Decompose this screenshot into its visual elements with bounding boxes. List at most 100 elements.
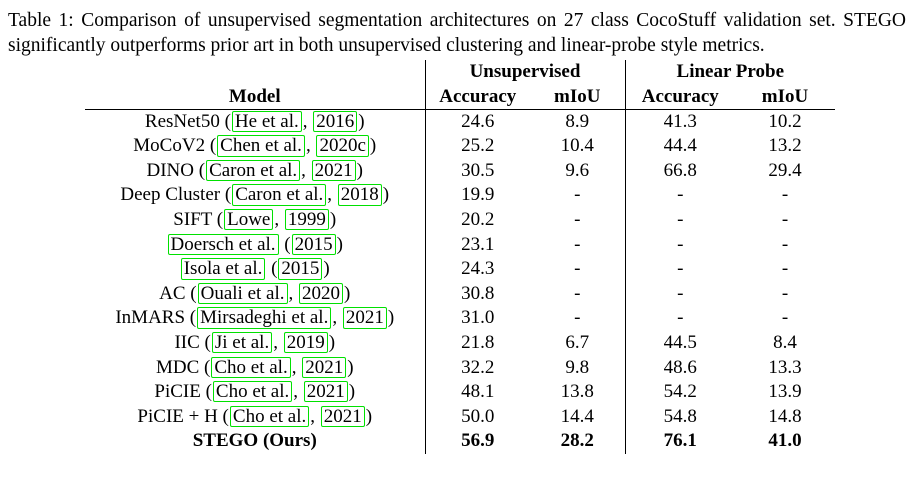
- citation-link[interactable]: Doersch et al.: [167, 233, 279, 255]
- model-cell: InMARS (Mirsadeghi et al., 2021): [85, 306, 425, 331]
- model-text: ): [365, 405, 373, 427]
- value-cell: -: [781, 208, 789, 230]
- model-text: ): [356, 159, 363, 181]
- table-row: PiCIE (Cho et al., 2021) 48.1 13.8 54.2 13.9: [85, 379, 835, 405]
- citation-link[interactable]: 2020: [299, 282, 344, 305]
- citation-link[interactable]: Chen et al.: [217, 135, 305, 157]
- value-cell: 30.8: [424, 281, 530, 306]
- table-row: Doersch et al. (2015) 23.1- - -: [85, 232, 835, 257]
- model-text: ,: [327, 184, 337, 206]
- citation-link[interactable]: 2015: [278, 258, 323, 280]
- value-cell: 44.4: [624, 133, 736, 159]
- value-cell: 10.2: [768, 110, 802, 132]
- citation-link[interactable]: Ouali et al.: [197, 282, 288, 305]
- value-cell: 6.7: [565, 331, 590, 353]
- citation-link[interactable]: Mirsadeghi et al.: [197, 307, 332, 329]
- citation-link[interactable]: Cho et al.: [211, 356, 291, 378]
- citation-link[interactable]: Cho et al.: [212, 381, 293, 403]
- model-text: ,: [273, 331, 283, 353]
- value-cell: -: [624, 305, 736, 331]
- citation-link[interactable]: 2020c: [316, 135, 369, 157]
- model-text: ): [328, 331, 336, 353]
- value-cell: -: [624, 256, 736, 282]
- model-text: ): [344, 282, 351, 304]
- citation-link[interactable]: 2015: [291, 233, 336, 255]
- value-cell: -: [574, 258, 581, 280]
- citation-link[interactable]: Caron et al.: [232, 184, 327, 206]
- table-row: STEGO (Ours) 56.9 28.2 76.1 41.0: [85, 428, 835, 454]
- model-cell: STEGO (Ours): [85, 429, 425, 454]
- citation-link[interactable]: 2016: [313, 110, 358, 133]
- citation-link[interactable]: Cho et al.: [229, 405, 310, 428]
- table-row: PiCIE + H (Cho et al., 2021) 50.0 14.4 54.8…: [85, 404, 835, 429]
- model-text: PiCIE (: [154, 381, 212, 403]
- model-text: MoCoV2 (: [133, 135, 217, 157]
- model-cell: IIC (Ji et al., 2019): [85, 331, 425, 356]
- results-table: Unsupervised Linear Probe Model Accuracy…: [85, 60, 836, 454]
- value-cell: 44.5: [624, 330, 736, 356]
- citation-link[interactable]: Lowe: [224, 208, 274, 231]
- table-row: DINO (Caron et al., 2021) 30.5 9.6 66.8 29.4: [85, 158, 835, 183]
- citation-link[interactable]: Caron et al.: [206, 159, 301, 182]
- model-text: MDC (: [155, 356, 211, 378]
- col-header-unsup-accuracy: Accuracy: [424, 84, 530, 110]
- table-row: MDC (Cho et al., 2021) 32.2 9.8 48.6 13.3: [85, 355, 835, 380]
- model-text: ,: [293, 381, 303, 403]
- citation-link[interactable]: Isola et al.: [180, 258, 266, 280]
- value-cell: -: [574, 282, 581, 304]
- value-cell: -: [574, 208, 581, 230]
- value-cell: -: [624, 232, 736, 257]
- citation-link[interactable]: Ji et al.: [211, 331, 273, 354]
- citation-link[interactable]: He et al.: [231, 110, 302, 133]
- model-text: ,: [288, 282, 299, 304]
- model-cell: ResNet50 (He et al., 2016): [85, 109, 425, 134]
- value-cell: 29.4: [768, 159, 802, 181]
- citation-link[interactable]: 2018: [337, 184, 382, 206]
- model-text: STEGO (Ours): [192, 430, 317, 452]
- value-cell: 10.4: [560, 135, 594, 157]
- model-cell: PiCIE + H (Cho et al., 2021): [85, 404, 425, 429]
- model-text: ,: [291, 356, 302, 378]
- model-text: ,: [274, 208, 284, 230]
- model-text: ,: [301, 159, 311, 181]
- value-cell: 56.9: [424, 428, 530, 454]
- value-cell: 21.8: [424, 330, 530, 356]
- model-text: ,: [302, 110, 313, 132]
- table-row: Isola et al. (2015) 24.3- - -: [85, 256, 835, 282]
- model-text: InMARS (: [115, 307, 197, 329]
- value-cell: 50.0: [424, 404, 530, 429]
- value-cell: -: [781, 233, 789, 255]
- citation-link[interactable]: 2021: [311, 159, 356, 182]
- paper-page: Table 1: Comparison of unsupervised segm…: [0, 8, 916, 454]
- model-text: IIC (: [174, 331, 211, 353]
- citation-link[interactable]: 2021: [302, 356, 347, 378]
- citation-link[interactable]: 2021: [320, 405, 365, 428]
- citation-link[interactable]: 1999: [284, 208, 329, 231]
- citation-link[interactable]: 2021: [342, 307, 387, 329]
- col-header-unsup-miou: mIoU: [530, 84, 626, 110]
- table-row: Deep Cluster (Caron et al., 2018) 19.9- - -: [85, 182, 835, 208]
- value-cell: -: [624, 182, 736, 208]
- model-cell: DINO (Caron et al., 2021): [85, 158, 425, 183]
- value-cell: 54.8: [624, 404, 736, 429]
- model-cell: MDC (Cho et al., 2021): [85, 355, 425, 380]
- model-text: (: [266, 258, 278, 280]
- model-text: ): [323, 258, 330, 280]
- value-cell: 41.0: [768, 430, 802, 452]
- model-text: ): [358, 110, 365, 132]
- value-cell: -: [624, 281, 736, 306]
- value-cell: 24.6: [424, 109, 530, 134]
- model-text: ): [369, 135, 377, 157]
- value-cell: 25.2: [424, 133, 530, 159]
- model-text: ): [329, 208, 337, 230]
- value-cell: 20.2: [424, 207, 530, 233]
- citation-link[interactable]: 2019: [283, 331, 328, 354]
- value-cell: 19.9: [424, 182, 530, 208]
- citation-link[interactable]: 2021: [303, 381, 348, 403]
- model-cell: PiCIE (Cho et al., 2021): [85, 380, 425, 405]
- col-header-model: Model: [85, 84, 425, 110]
- value-cell: 48.6: [624, 355, 736, 380]
- column-header-row: Model Accuracy mIoU Accuracy mIoU: [85, 84, 836, 110]
- value-cell: 31.0: [424, 305, 530, 331]
- value-cell: 13.2: [768, 135, 802, 157]
